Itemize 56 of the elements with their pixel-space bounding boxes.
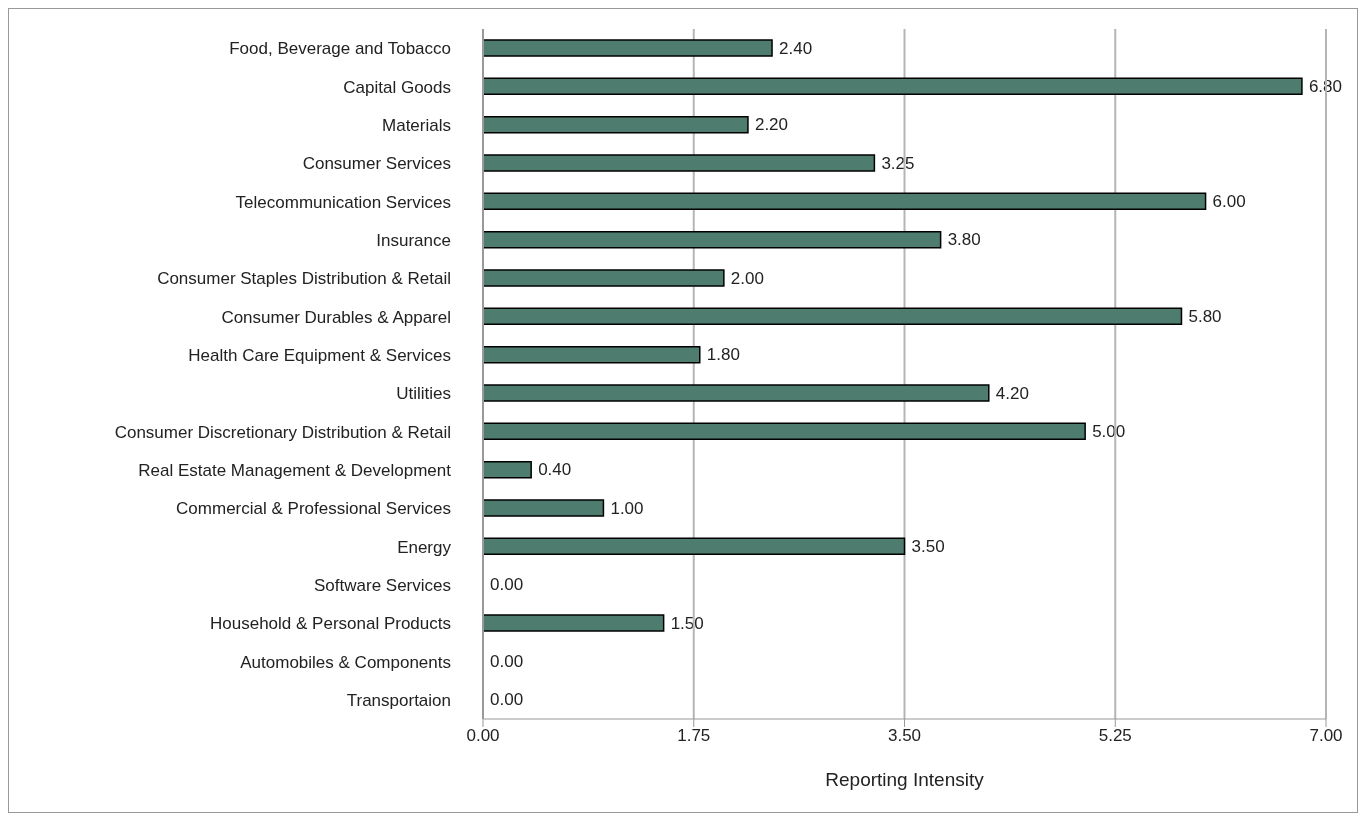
bar (483, 307, 1183, 326)
bar (483, 345, 701, 364)
y-tick-label: Consumer Discretionary Distribution & Retail (114, 422, 451, 442)
x-tick-label: 3.50 (887, 726, 922, 746)
data-label: 0.00 (490, 575, 524, 595)
y-tick-label: Software Services (314, 575, 451, 595)
data-label: 1.80 (706, 345, 740, 365)
y-tick-label: Materials (382, 115, 451, 135)
x-tick-label: 5.25 (1098, 726, 1132, 746)
x-axis-title: Reporting Intensity (825, 769, 985, 790)
y-tick-label: Energy (397, 537, 452, 557)
x-tick-label: 0.00 (466, 726, 500, 746)
data-label: 3.80 (947, 230, 981, 250)
data-label: 5.00 (1092, 422, 1126, 441)
data-label: 4.20 (995, 383, 1029, 403)
bar (483, 384, 990, 402)
data-label: 0.00 (490, 652, 524, 671)
data-label: 1.50 (670, 613, 704, 633)
bar (483, 115, 749, 134)
x-tick-label: 7.00 (1309, 726, 1343, 746)
y-tick-label: Telecommunication Services (235, 192, 451, 212)
y-tick-label: Commercial & Professional Services (176, 499, 451, 519)
bar (483, 192, 1207, 211)
y-tick-label: Consumer Staples Distribution & Retail (157, 269, 451, 289)
data-label: 3.50 (911, 537, 945, 556)
bar (483, 614, 665, 632)
bar (483, 39, 773, 57)
bar (483, 422, 1086, 441)
x-tick-label: 1.75 (677, 726, 711, 746)
data-label: 5.80 (1188, 307, 1222, 326)
bar (483, 460, 532, 479)
data-label: 2.40 (779, 38, 813, 58)
data-label: 3.25 (881, 153, 915, 173)
data-label: 1.00 (610, 498, 644, 518)
bar (483, 154, 876, 172)
bar (483, 499, 605, 517)
data-label: 6.00 (1212, 192, 1246, 211)
y-tick-label: Automobiles & Components (240, 652, 451, 672)
bar (483, 77, 1303, 96)
bar (483, 269, 725, 287)
y-tick-label: Real Estate Management & Development (138, 460, 452, 480)
y-tick-label: Consumer Durables & Apparel (221, 307, 451, 327)
y-tick-label: Capital Goods (343, 77, 451, 97)
y-tick-label: Health Care Equipment & Services (188, 345, 451, 365)
y-tick-label: Utilities (396, 384, 451, 404)
bar (483, 230, 942, 249)
y-tick-label: Household & Personal Products (210, 614, 451, 634)
data-label: 0.00 (490, 690, 524, 710)
y-tick-label: Consumer Services (302, 154, 451, 174)
y-tick-label: Food, Beverage and Tobacco (229, 39, 451, 59)
y-tick-label: Insurance (376, 230, 451, 250)
data-label: 0.40 (538, 460, 572, 480)
data-label: 2.00 (730, 268, 764, 288)
bar (483, 537, 906, 556)
data-label: 2.20 (754, 115, 789, 135)
y-tick-label: Transportaion (346, 690, 451, 710)
